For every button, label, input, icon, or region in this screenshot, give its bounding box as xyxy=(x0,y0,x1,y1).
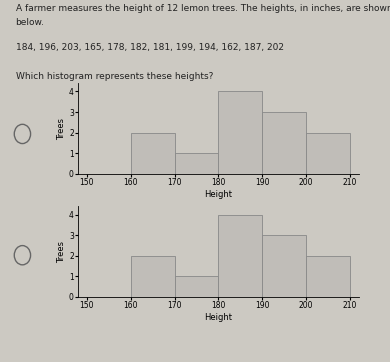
Bar xyxy=(131,256,174,297)
Text: A farmer measures the height of 12 lemon trees. The heights, in inches, are show: A farmer measures the height of 12 lemon… xyxy=(16,4,390,13)
Bar xyxy=(174,153,218,174)
Y-axis label: Trees: Trees xyxy=(57,118,66,139)
X-axis label: Height: Height xyxy=(204,313,232,322)
Circle shape xyxy=(14,245,30,265)
Bar xyxy=(306,256,350,297)
Bar xyxy=(131,132,174,174)
Bar xyxy=(306,132,350,174)
Text: 184, 196, 203, 165, 178, 182, 181, 199, 194, 162, 187, 202: 184, 196, 203, 165, 178, 182, 181, 199, … xyxy=(16,43,284,52)
Circle shape xyxy=(14,124,30,144)
Text: below.: below. xyxy=(16,18,44,27)
Bar xyxy=(262,235,306,297)
Bar xyxy=(218,215,262,297)
Bar xyxy=(262,112,306,174)
Bar xyxy=(218,92,262,174)
X-axis label: Height: Height xyxy=(204,190,232,199)
Text: Which histogram represents these heights?: Which histogram represents these heights… xyxy=(16,72,213,81)
Y-axis label: Trees: Trees xyxy=(57,241,66,262)
Bar xyxy=(174,276,218,297)
